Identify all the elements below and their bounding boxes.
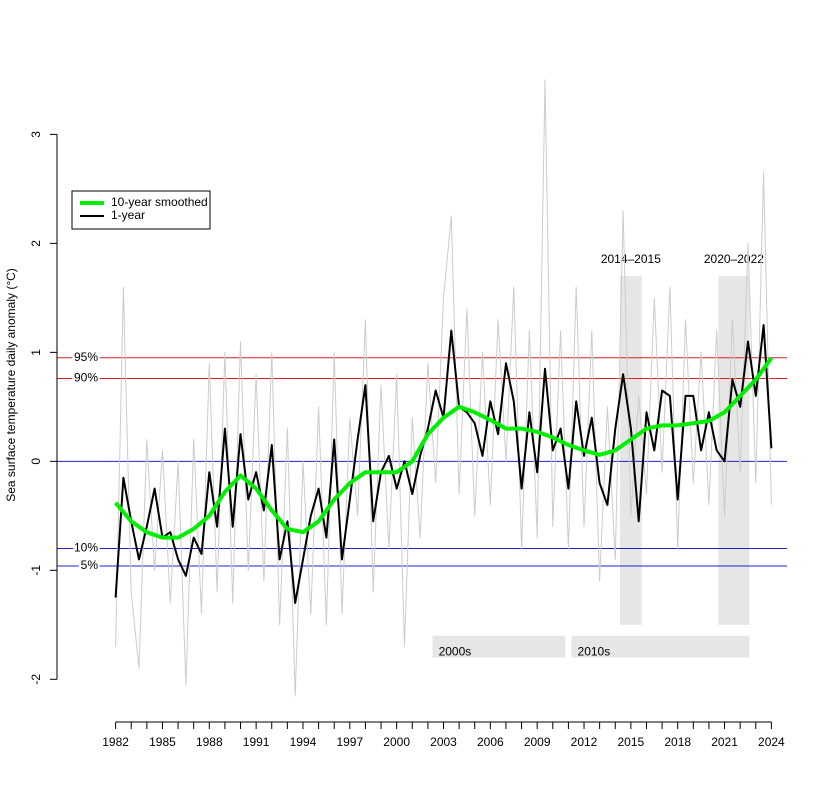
y-tick-label: 0: [29, 458, 43, 465]
shade-region: [718, 276, 750, 625]
x-tick-label: 1997: [336, 735, 363, 749]
shade-label: 2014–2015: [601, 252, 661, 266]
x-tick-label: 1991: [243, 735, 270, 749]
y-tick-label: 3: [29, 131, 43, 138]
shade-region: [432, 635, 566, 658]
x-tick-label: 2000: [383, 735, 410, 749]
legend-label: 1-year: [111, 208, 145, 222]
reference-label: 10%: [74, 541, 98, 555]
x-tick-label: 2003: [430, 735, 457, 749]
shade-label: 2000s: [439, 645, 472, 659]
x-tick-label: 2009: [524, 735, 551, 749]
x-tick-label: 2012: [571, 735, 598, 749]
x-tick-label: 1988: [196, 735, 223, 749]
y-tick-label: -2: [29, 674, 43, 685]
x-tick-label: 2021: [711, 735, 738, 749]
legend-box: [71, 190, 211, 230]
x-tick-label: 2006: [477, 735, 504, 749]
shade-label: 2020–2022: [704, 252, 764, 266]
shade-region: [619, 276, 642, 625]
shade-label: 2010s: [578, 645, 611, 659]
x-tick-label: 2024: [758, 735, 785, 749]
x-tick-label: 1985: [149, 735, 176, 749]
legend-label: 10-year smoothed: [111, 195, 208, 209]
series-line: [115, 79, 772, 697]
x-tick-label: 1994: [290, 735, 317, 749]
x-tick-label: 2018: [664, 735, 691, 749]
y-tick-label: 2: [29, 240, 43, 247]
shade-region: [571, 635, 750, 658]
x-tick-label: 1982: [102, 735, 129, 749]
x-tick-label: 2015: [618, 735, 645, 749]
series-line: [114, 324, 773, 604]
y-axis-label: Sea surface temperature daily anomaly (°…: [4, 268, 18, 502]
y-tick-label: -1: [29, 565, 43, 576]
reference-label: 5%: [81, 558, 99, 572]
reference-label: 95%: [74, 350, 98, 364]
reference-label: 90%: [74, 371, 98, 385]
y-tick-label: 1: [29, 349, 43, 356]
series-line: [114, 356, 774, 540]
